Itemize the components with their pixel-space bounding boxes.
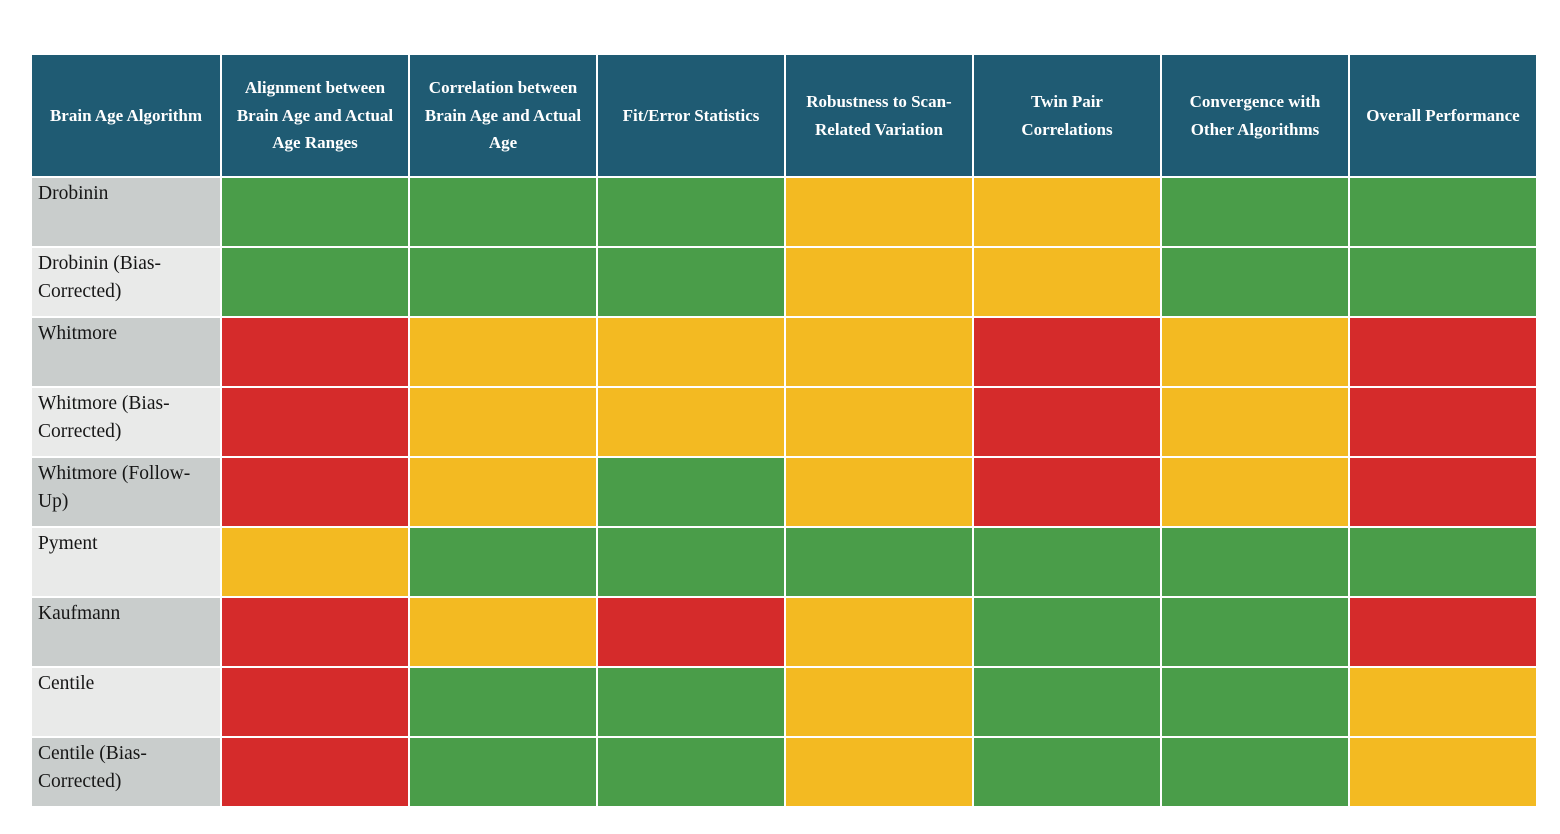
rating-cell-green [1162,528,1348,596]
rating-cell-green [598,738,784,806]
rating-cell-yellow [786,388,972,456]
rating-cell-yellow [786,668,972,736]
rating-cell-yellow [410,598,596,666]
row-label: Whitmore (Follow-Up) [32,458,220,526]
column-header-brain-age-algorithm: Brain Age Algorithm [32,55,220,176]
rating-cell-yellow [410,458,596,526]
rating-cell-yellow [1350,738,1536,806]
rating-cell-red [222,668,408,736]
rating-cell-red [598,598,784,666]
column-header: Overall Performance [1350,55,1536,176]
row-label: Centile [32,668,220,736]
column-header: Alignment between Brain Age and Actual A… [222,55,408,176]
rating-cell-red [1350,458,1536,526]
column-header: Robustness to Scan-Related Variation [786,55,972,176]
row-label: Drobinin [32,178,220,246]
rating-cell-yellow [598,388,784,456]
rating-cell-green [410,738,596,806]
rating-cell-green [974,528,1160,596]
column-header: Correlation between Brain Age and Actual… [410,55,596,176]
rating-cell-yellow [1162,318,1348,386]
rating-cell-yellow [786,318,972,386]
rating-cell-yellow [786,598,972,666]
rating-cell-green [1162,598,1348,666]
comparison-table: Brain Age Algorithm Alignment between Bra… [32,55,1536,806]
rating-cell-red [222,458,408,526]
rating-cell-green [598,458,784,526]
rating-cell-green [222,178,408,246]
rating-cell-yellow [1162,388,1348,456]
rating-cell-green [1162,178,1348,246]
rating-cell-red [1350,318,1536,386]
row-label: Kaufmann [32,598,220,666]
rating-cell-green [1162,668,1348,736]
rating-cell-red [222,598,408,666]
rating-cell-green [410,528,596,596]
row-label: Whitmore [32,318,220,386]
rating-cell-yellow [974,178,1160,246]
rating-cell-yellow [410,388,596,456]
rating-cell-yellow [974,248,1160,316]
rating-cell-green [786,528,972,596]
rating-cell-red [222,318,408,386]
row-label: Pyment [32,528,220,596]
rating-cell-red [222,738,408,806]
rating-cell-yellow [786,738,972,806]
column-header: Convergence with Other Algorithms [1162,55,1348,176]
rating-cell-yellow [222,528,408,596]
column-header: Twin Pair Correlations [974,55,1160,176]
rating-cell-green [1162,248,1348,316]
row-label: Drobinin (Bias-Corrected) [32,248,220,316]
rating-cell-green [1350,528,1536,596]
rating-cell-red [974,388,1160,456]
rating-cell-red [974,318,1160,386]
rating-cell-green [598,248,784,316]
rating-cell-green [974,738,1160,806]
rating-cell-yellow [786,248,972,316]
rating-cell-red [1350,388,1536,456]
rating-cell-green [410,248,596,316]
rating-cell-green [1350,248,1536,316]
row-label: Whitmore (Bias-Corrected) [32,388,220,456]
rating-cell-red [1350,598,1536,666]
rating-cell-yellow [410,318,596,386]
rating-cell-yellow [1162,458,1348,526]
rating-cell-green [410,668,596,736]
rating-cell-green [222,248,408,316]
rating-cell-red [222,388,408,456]
rating-cell-yellow [1350,668,1536,736]
rating-cell-green [974,598,1160,666]
rating-cell-green [1350,178,1536,246]
rating-cell-yellow [598,318,784,386]
rating-cell-green [598,178,784,246]
rating-cell-green [410,178,596,246]
rating-cell-red [974,458,1160,526]
rating-cell-green [598,528,784,596]
rating-cell-yellow [786,178,972,246]
row-label: Centile (Bias-Corrected) [32,738,220,806]
rating-cell-green [1162,738,1348,806]
rating-cell-green [974,668,1160,736]
rating-cell-yellow [786,458,972,526]
column-header: Fit/Error Statistics [598,55,784,176]
rating-cell-green [598,668,784,736]
